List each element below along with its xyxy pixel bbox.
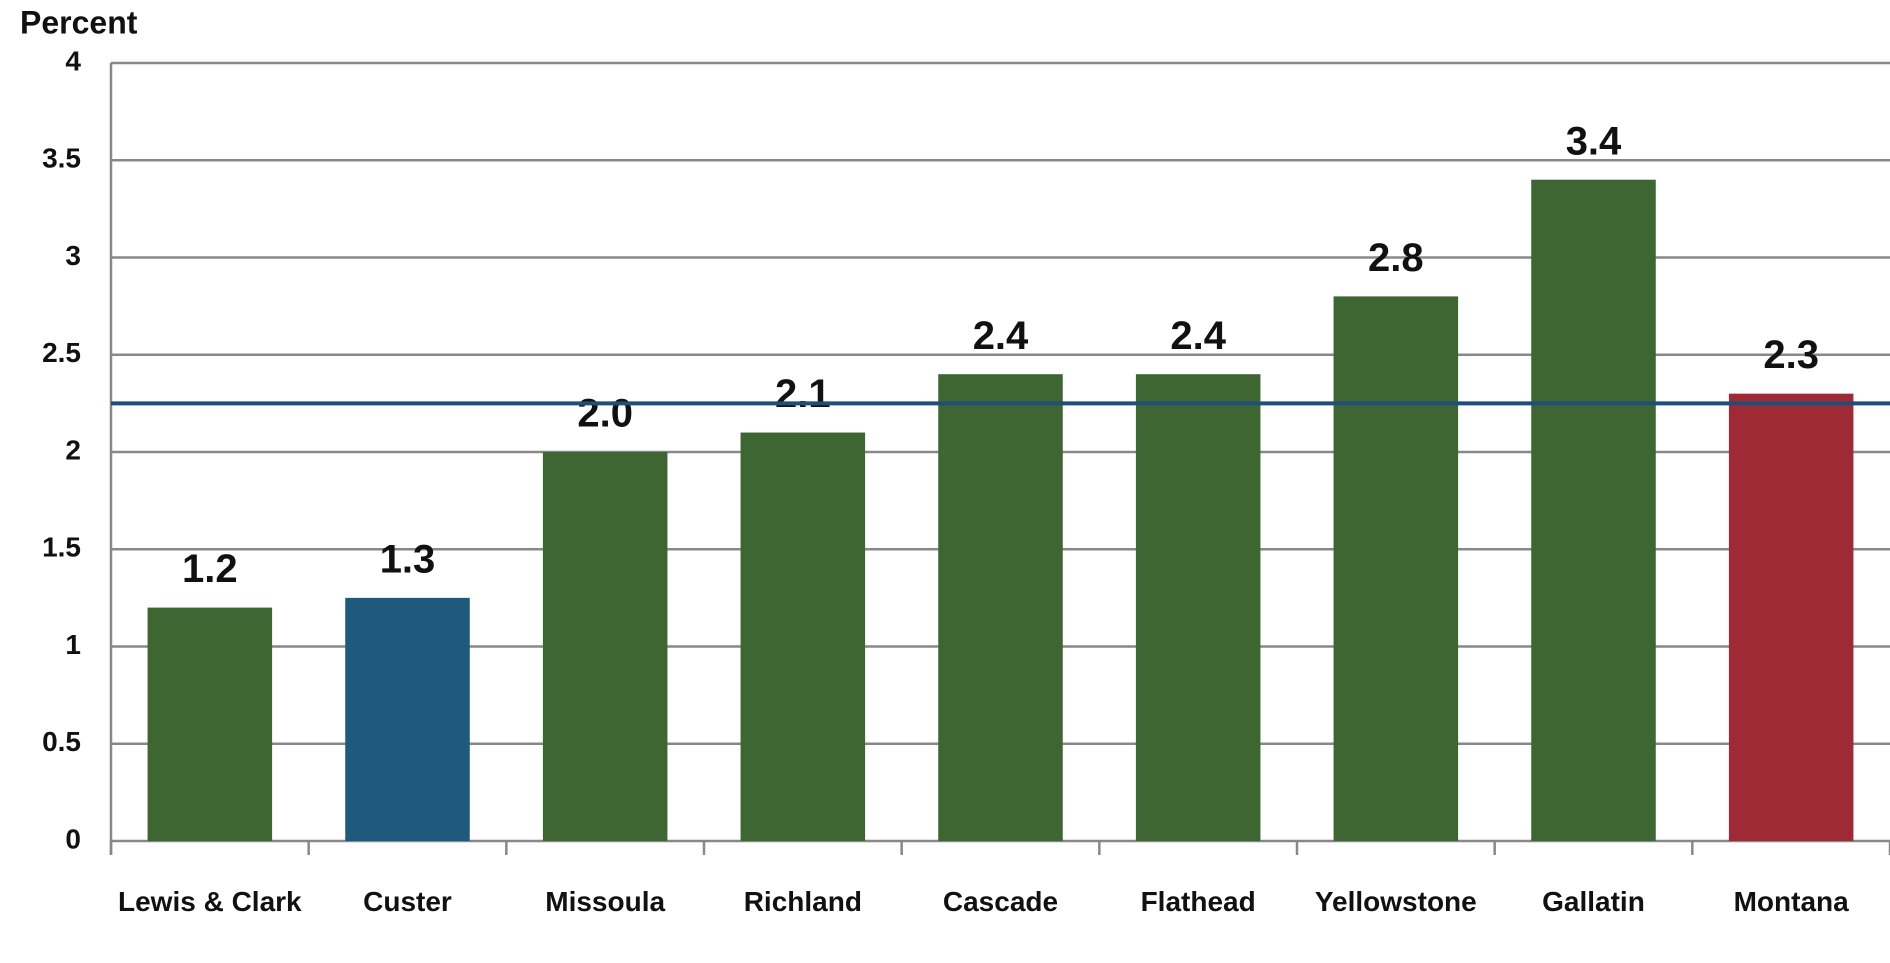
y-tick-label: 3.5 — [42, 143, 81, 174]
bar — [938, 374, 1063, 841]
x-tick-label: Gallatin — [1542, 886, 1645, 917]
bar — [147, 607, 273, 841]
bar — [542, 452, 668, 841]
bar — [1728, 393, 1854, 841]
value-label: 2.4 — [1170, 314, 1226, 358]
y-tick-label: 3 — [65, 240, 81, 271]
x-tick-label: Custer — [363, 886, 452, 917]
y-tick-label: 1.5 — [42, 532, 81, 563]
bar — [1333, 296, 1459, 841]
value-label: 1.3 — [380, 537, 436, 581]
bar — [345, 597, 470, 841]
bar — [740, 432, 866, 841]
bar — [1531, 179, 1656, 841]
y-axis-label: Percent — [20, 4, 138, 40]
value-label: 2.1 — [775, 372, 831, 416]
value-label: 2.8 — [1368, 236, 1424, 280]
y-tick-label: 2.5 — [42, 337, 81, 368]
y-tick-label: 1 — [65, 629, 81, 660]
value-label: 1.2 — [182, 547, 238, 591]
x-tick-label: Cascade — [942, 886, 1059, 917]
x-tick-label: Richland — [743, 886, 862, 917]
value-label: 2.0 — [577, 392, 633, 436]
value-label: 2.4 — [973, 314, 1029, 358]
y-tick-label: 4 — [65, 45, 81, 76]
value-label: 3.4 — [1566, 119, 1622, 163]
x-tick-label: Flathead — [1140, 886, 1256, 917]
y-tick-label: 0 — [65, 823, 81, 854]
x-tick-label: Yellowstone — [1314, 886, 1477, 917]
bar — [1135, 374, 1261, 841]
value-label: 2.3 — [1763, 333, 1819, 377]
y-tick-label: 0.5 — [42, 726, 81, 757]
x-tick-label: Lewis & Clark — [118, 886, 302, 917]
x-tick-label: Missoula — [545, 886, 666, 917]
y-tick-label: 2 — [65, 434, 81, 465]
x-tick-label: Montana — [1733, 886, 1849, 917]
